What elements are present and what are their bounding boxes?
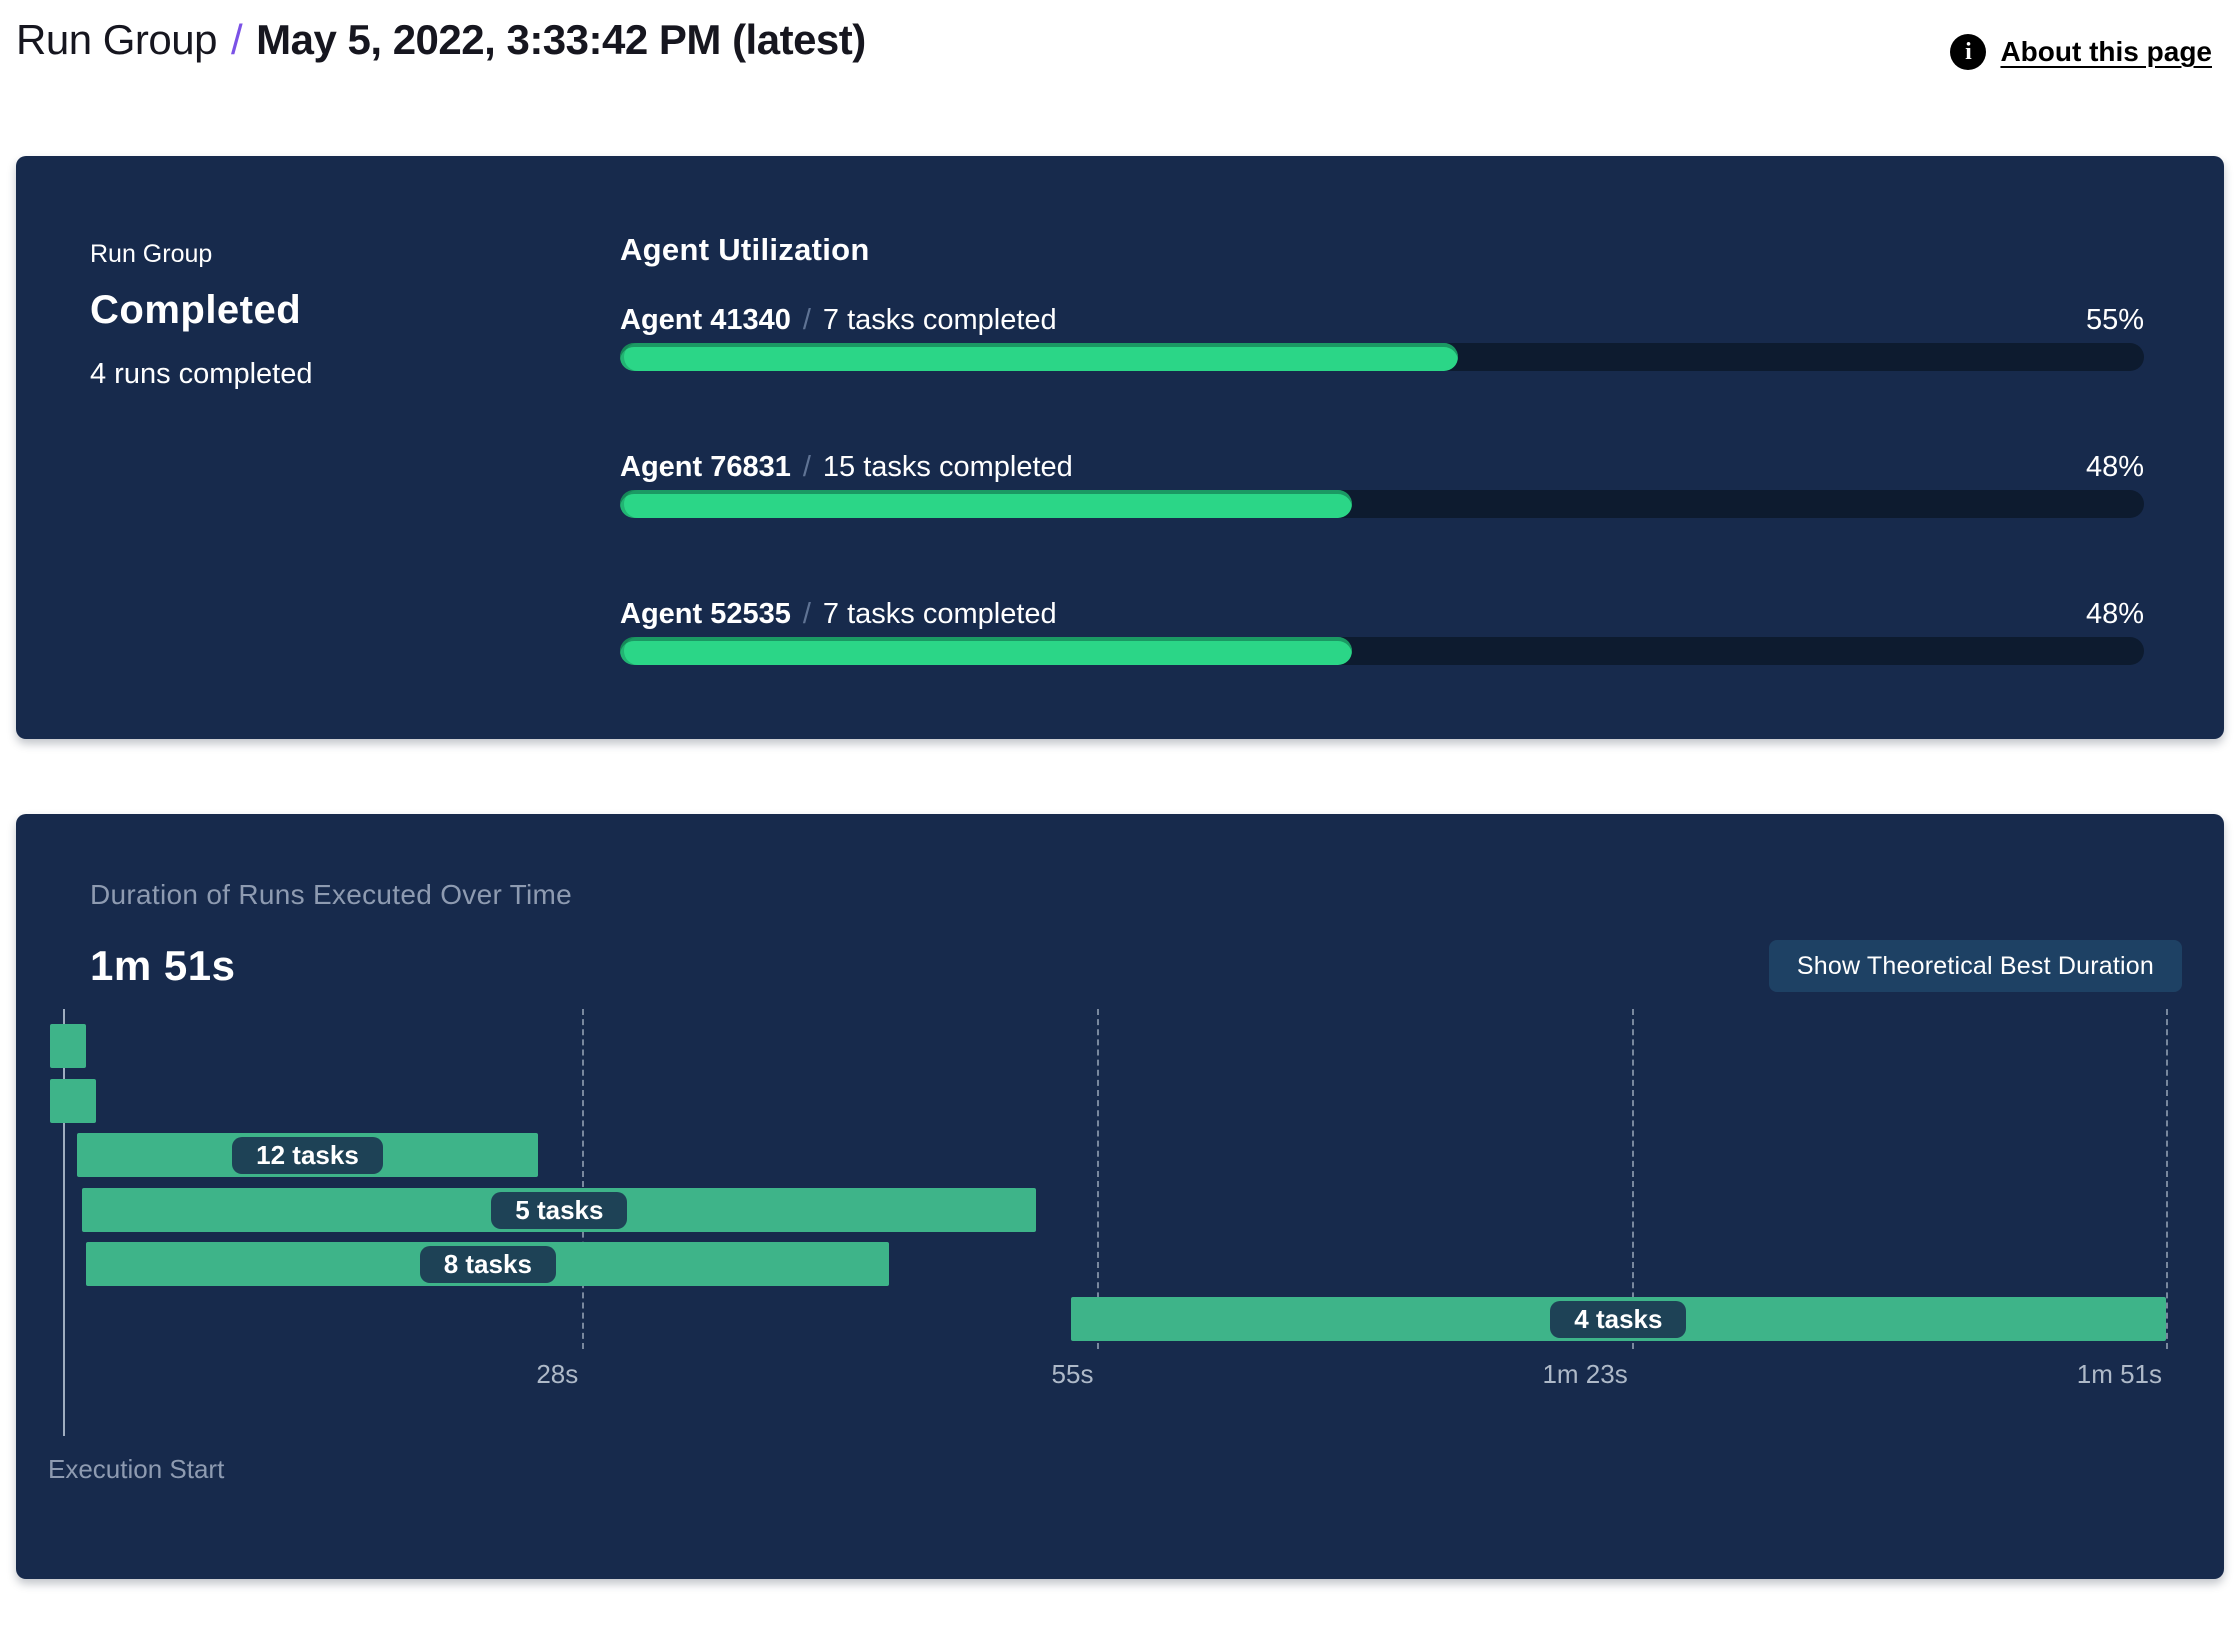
agent-name: Agent 76831 <box>620 451 791 483</box>
utilization-progress-track <box>620 343 2144 371</box>
page-title: Run Group / May 5, 2022, 3:33:42 PM (lates… <box>16 14 866 67</box>
gantt-gridline <box>1631 1009 1634 1349</box>
gantt-task-count-pill: 4 tasks <box>1550 1300 1687 1338</box>
agent-utilization-percent: 55% <box>2085 304 2144 336</box>
gantt-task-count-pill: 8 tasks <box>419 1245 556 1283</box>
agent-separator: / <box>802 304 811 336</box>
run-group-label: Run Group <box>90 240 213 268</box>
duration-chart-subtitle: Duration of Runs Executed Over Time <box>90 879 573 910</box>
agent-name: Agent 41340 <box>620 304 791 336</box>
agent-utilization-heading: Agent Utilization <box>620 232 870 267</box>
duration-panel: Duration of Runs Executed Over Time 1m 5… <box>16 814 2224 1579</box>
show-theoretical-best-duration-button[interactable]: Show Theoretical Best Duration <box>1768 940 2182 992</box>
run-timestamp-title: May 5, 2022, 3:33:42 PM (latest) <box>256 16 866 63</box>
execution-start-label: Execution Start <box>48 1454 225 1484</box>
breadcrumb-separator: / <box>230 16 243 63</box>
agent-row: Agent 41340 / 7 tasks completed 55% <box>620 302 2144 371</box>
agent-tasks-completed: 15 tasks completed <box>822 451 1073 483</box>
gantt-run-bar[interactable]: 12 tasks <box>76 1133 539 1177</box>
gantt-gridline <box>2166 1009 2168 1349</box>
utilization-progress-fill <box>620 637 1352 665</box>
run-group-status: Run Group Completed 4 runs completed <box>90 232 620 739</box>
gantt-run-bar[interactable] <box>49 1079 96 1123</box>
breadcrumb-root: Run Group <box>16 16 217 63</box>
agent-tasks-completed: 7 tasks completed <box>822 304 1057 336</box>
gantt-run-bar[interactable]: 8 tasks <box>86 1242 890 1286</box>
agent-name: Agent 52535 <box>620 598 791 630</box>
agent-label-line: Agent 41340 / 7 tasks completed 55% <box>620 302 2144 338</box>
agent-label-line: Agent 52535 / 7 tasks completed 48% <box>620 596 2144 632</box>
gantt-gridline <box>582 1009 585 1349</box>
agent-tasks-completed: 7 tasks completed <box>822 598 1057 630</box>
gantt-task-count-pill: 5 tasks <box>491 1191 628 1229</box>
gantt-run-bar[interactable] <box>49 1024 87 1068</box>
utilization-progress-fill <box>620 490 1352 518</box>
agent-utilization-percent: 48% <box>2085 451 2144 483</box>
status-value: Completed <box>90 288 302 332</box>
agent-utilization-rows: Agent 41340 / 7 tasks completed 55% Agent 76… <box>620 302 2144 665</box>
about-this-page[interactable]: i About this page <box>1950 34 2212 70</box>
utilization-progress-track <box>620 490 2144 518</box>
gantt-run-bar[interactable]: 5 tasks <box>82 1188 1037 1232</box>
utilization-progress-track <box>620 637 2144 665</box>
utilization-progress-fill <box>620 343 1459 371</box>
total-duration-value: 1m 51s <box>90 942 236 989</box>
agent-label-line: Agent 76831 / 15 tasks completed 48% <box>620 449 2144 485</box>
page-header: Run Group / May 5, 2022, 3:33:42 PM (lates… <box>0 0 2240 70</box>
gantt-axis-tick-label: 1m 23s <box>1542 1359 1628 1389</box>
gantt-axis-tick-label: 1m 51s <box>2076 1359 2162 1389</box>
agent-row: Agent 76831 / 15 tasks completed 48% <box>620 449 2144 518</box>
agent-utilization-percent: 48% <box>2085 598 2144 630</box>
gantt-axis-tick-label: 55s <box>1051 1359 1094 1389</box>
gantt-chart: 28s 55s 1m 23s 1m 51s 12 tasks 5 tasks 8 tasks… <box>48 1009 2168 1389</box>
agent-separator: / <box>802 598 811 630</box>
agent-row: Agent 52535 / 7 tasks completed 48% <box>620 596 2144 665</box>
duration-header-row: 1m 51s Show Theoretical Best Duration <box>16 911 2224 992</box>
execution-start-axis-line <box>63 1009 65 1436</box>
about-this-page-link[interactable]: About this page <box>2000 36 2212 67</box>
agent-separator: / <box>802 451 811 483</box>
status-panel: Run Group Completed 4 runs completed Age… <box>16 156 2224 739</box>
gantt-axis-tick-label: 28s <box>536 1359 579 1389</box>
runs-summary: 4 runs completed <box>90 358 313 390</box>
gantt-task-count-pill: 12 tasks <box>232 1136 383 1174</box>
info-icon[interactable]: i <box>1950 34 1987 70</box>
gantt-run-bar[interactable]: 4 tasks <box>1070 1297 2166 1341</box>
gantt-gridline <box>1097 1009 1100 1349</box>
agent-utilization-section: Agent Utilization Agent 41340 / 7 tasks co… <box>620 232 2144 739</box>
